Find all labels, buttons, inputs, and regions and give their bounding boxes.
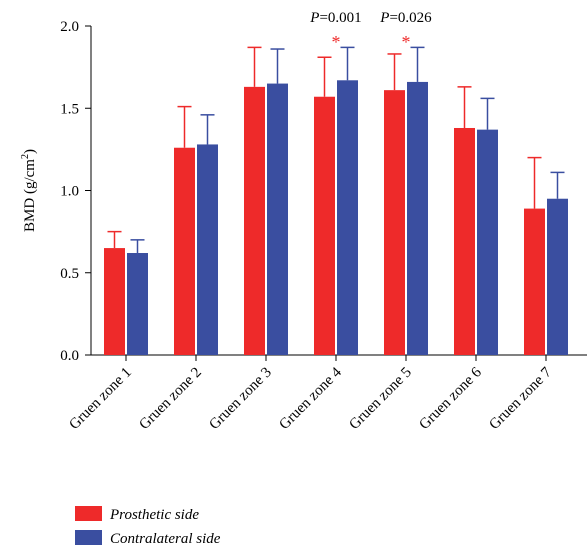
bar-prosthetic: [524, 208, 545, 355]
bar-contralateral: [337, 80, 358, 355]
p-value-label: P=0.001: [309, 10, 361, 26]
legend-label-prosthetic: Prosthetic side: [109, 507, 199, 523]
y-axis-title: BMD (g/cm2): [20, 149, 38, 232]
y-tick-label: 2.0: [60, 19, 79, 35]
x-category-label: Gruen zone 4: [276, 364, 345, 433]
x-category-label: Gruen zone 5: [346, 365, 414, 433]
x-category-label: Gruen zone 6: [416, 364, 485, 433]
bar-prosthetic: [174, 147, 195, 355]
significance-star: *: [402, 32, 411, 52]
bar-prosthetic: [384, 90, 405, 355]
x-category-label: Gruen zone 7: [486, 364, 555, 433]
p-value-number: =0.026: [389, 10, 432, 26]
y-axis-title-end: ): [22, 149, 38, 154]
p-value-symbol: P: [309, 10, 319, 26]
bar-prosthetic: [244, 86, 265, 356]
legend-swatch-contralateral: [75, 530, 102, 545]
y-tick-label: 0.0: [60, 348, 79, 364]
bars: [104, 80, 568, 356]
significance-annotations: P=0.001*P=0.026*: [309, 10, 432, 52]
error-bars: [107, 46, 565, 254]
bar-contralateral: [127, 253, 148, 355]
p-value-label: P=0.026: [379, 10, 432, 26]
bar-contralateral: [477, 129, 498, 355]
y-axis-title-sup: 2: [20, 154, 31, 159]
significance-star: *: [332, 32, 341, 52]
bar-contralateral: [197, 144, 218, 355]
p-value-symbol: P: [379, 10, 389, 26]
legend: Prosthetic side Contralateral side: [75, 506, 221, 547]
bar-prosthetic: [314, 96, 335, 356]
y-tick-label: 0.5: [60, 266, 79, 282]
y-tick-label: 1.0: [60, 184, 79, 200]
x-category-label: Gruen zone 1: [66, 365, 134, 433]
bar-contralateral: [267, 83, 288, 355]
bar-contralateral: [547, 198, 568, 355]
legend-swatch-prosthetic: [75, 506, 102, 521]
bar-contralateral: [407, 81, 428, 356]
y-tick-label: 1.5: [60, 101, 79, 117]
legend-label-contralateral: Contralateral side: [110, 531, 221, 547]
axes: [85, 25, 587, 361]
x-category-label: Gruen zone 2: [136, 365, 204, 433]
p-value-number: =0.001: [319, 10, 361, 26]
bar-prosthetic: [104, 248, 125, 355]
x-category-label: Gruen zone 3: [206, 365, 274, 433]
bar-prosthetic: [454, 127, 475, 356]
y-axis-title-main: BMD (g/cm: [22, 159, 38, 232]
